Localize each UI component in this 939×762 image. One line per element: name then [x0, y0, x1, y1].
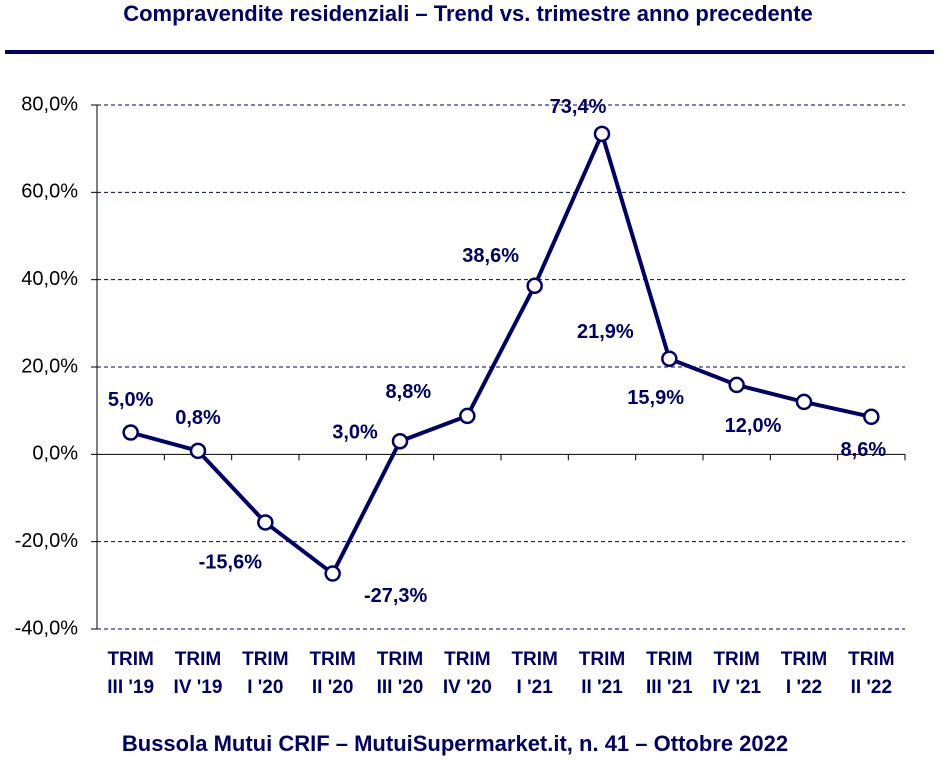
point: [122, 424, 139, 441]
x-tick-label: IV '20: [443, 677, 492, 698]
title-rule: [5, 50, 934, 54]
point: [863, 408, 880, 426]
y-tick-label: 80,0%: [21, 93, 78, 115]
data-label: 3,0%: [332, 422, 378, 444]
y-tick-label: 20,0%: [21, 355, 78, 377]
x-tick-label: I '21: [517, 677, 554, 698]
x-tick-label: TRIM: [646, 649, 692, 670]
point: [593, 125, 611, 143]
y-tick-label: 40,0%: [21, 268, 78, 290]
x-tick-label: TRIM: [309, 649, 355, 670]
point: [795, 393, 813, 411]
data-label: 0,8%: [175, 407, 221, 429]
data-label: 8,8%: [386, 381, 432, 403]
point: [391, 432, 409, 450]
data-label: 12,0%: [725, 415, 782, 437]
data-label: 8,6%: [841, 439, 887, 461]
x-tick-label: TRIM: [377, 649, 423, 670]
data-label: 15,9%: [627, 387, 684, 409]
y-tick-label: -20,0%: [15, 530, 79, 552]
point: [257, 514, 274, 531]
point: [189, 442, 207, 460]
point: [459, 407, 476, 425]
y-tick-label: 60,0%: [21, 181, 78, 203]
x-tick-label: III '19: [107, 677, 154, 698]
data-label: 21,9%: [577, 321, 634, 343]
x-tick-label: TRIM: [444, 649, 490, 670]
x-tick-label: I '22: [786, 677, 822, 698]
x-tick-label: IV '21: [712, 677, 761, 698]
y-tick-label: 0,0%: [32, 443, 78, 465]
data-label: -15,6%: [199, 552, 263, 574]
x-tick-label: TRIM: [579, 649, 625, 670]
x-tick-label: II '20: [312, 677, 354, 698]
x-tick-label: TRIM: [107, 649, 153, 670]
x-tick-label: TRIM: [242, 649, 288, 670]
x-tick-label: IV '19: [174, 677, 223, 698]
chart-title: Compravendite residenziali – Trend vs. t…: [123, 1, 813, 26]
footer: Bussola Mutui CRIF – MutuiSupermarket.it…: [122, 731, 788, 756]
data-label: 73,4%: [550, 96, 607, 118]
point: [661, 350, 678, 367]
x-tick-label: III '20: [377, 677, 424, 698]
line: [130, 131, 872, 576]
point: [324, 565, 341, 582]
x-tick-label: III '21: [646, 677, 693, 698]
x-tick-label: I '20: [247, 677, 283, 698]
point: [728, 376, 745, 394]
x-tick-label: TRIM: [175, 649, 221, 670]
x-tick-label: TRIM: [511, 649, 557, 670]
data-label: 38,6%: [462, 245, 519, 267]
x-tick-label: TRIM: [781, 649, 827, 670]
point: [526, 277, 543, 295]
x-tick-label: TRIM: [713, 649, 759, 670]
x-tick-label: II '21: [581, 677, 623, 698]
x-tick-label: TRIM: [848, 649, 894, 670]
x-tick-label: II '22: [851, 677, 893, 698]
y-tick-label: -40,0%: [15, 617, 79, 639]
data-label: 5,0%: [108, 389, 154, 411]
data-label: -27,3%: [364, 585, 428, 607]
